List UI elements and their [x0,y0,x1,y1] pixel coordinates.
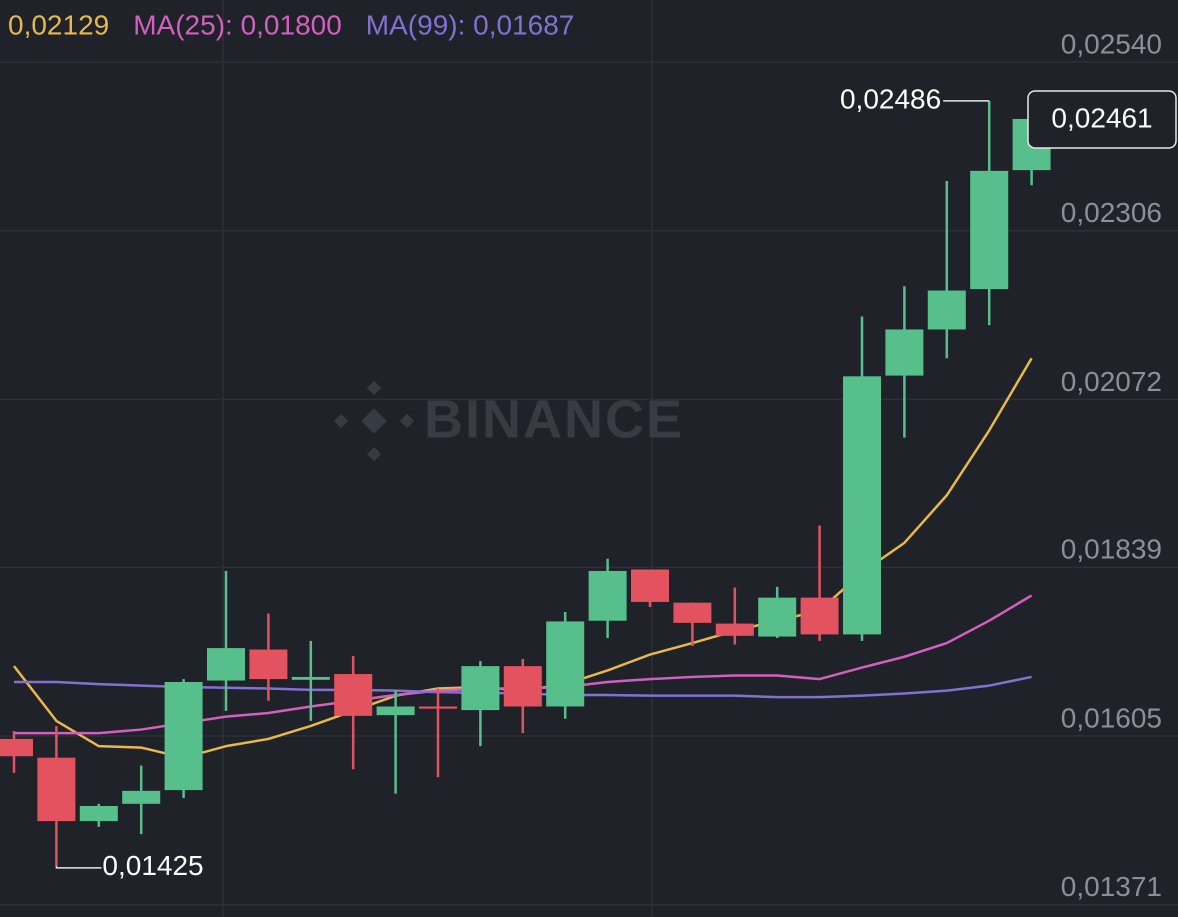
annotation-leader [55,865,102,869]
y-tick-label: 0,02306 [1061,197,1162,228]
candle-body [673,602,712,623]
y-tick-label: 0,01371 [1061,871,1162,902]
legend-entry: MA(99): 0,01687 [366,9,575,40]
watermark-text: BINANCE [424,389,684,449]
candle-body [461,666,500,711]
last-price-box [1027,90,1177,149]
candle-body [249,649,288,680]
candle-body [546,621,585,707]
candle-body [503,666,542,707]
candle-body [207,648,245,681]
candle-body [334,674,373,716]
candle-body [79,805,118,822]
legend-entry: 0,02129 [8,9,109,40]
annotation-label: 0,01425 [102,850,203,881]
candle-body [631,569,669,602]
candle-body [0,738,33,757]
candle-body [588,570,627,621]
watermark-logo [333,380,415,462]
y-tick-label: 0,01839 [1061,534,1162,565]
candle-body [758,597,797,637]
candle-body [800,597,839,635]
candle-body [419,706,457,709]
candle-body [885,329,924,376]
candle-body [164,681,203,791]
candle-body [843,376,881,635]
annotation-label: 0,02486 [840,83,941,114]
candle-body [927,290,966,330]
y-tick-label: 0,02072 [1061,366,1162,397]
candle-body [715,623,754,636]
candle-body [291,676,330,680]
candle-body [122,790,161,804]
last-price-label: 0,02461 [1051,102,1152,133]
candle-body [970,170,1009,290]
y-tick-label: 0,02540 [1061,28,1162,59]
y-tick-label: 0,01605 [1061,702,1162,733]
candle-body [376,706,415,716]
legend-entry: MA(25): 0,01800 [133,9,342,40]
candle-body [37,757,76,822]
